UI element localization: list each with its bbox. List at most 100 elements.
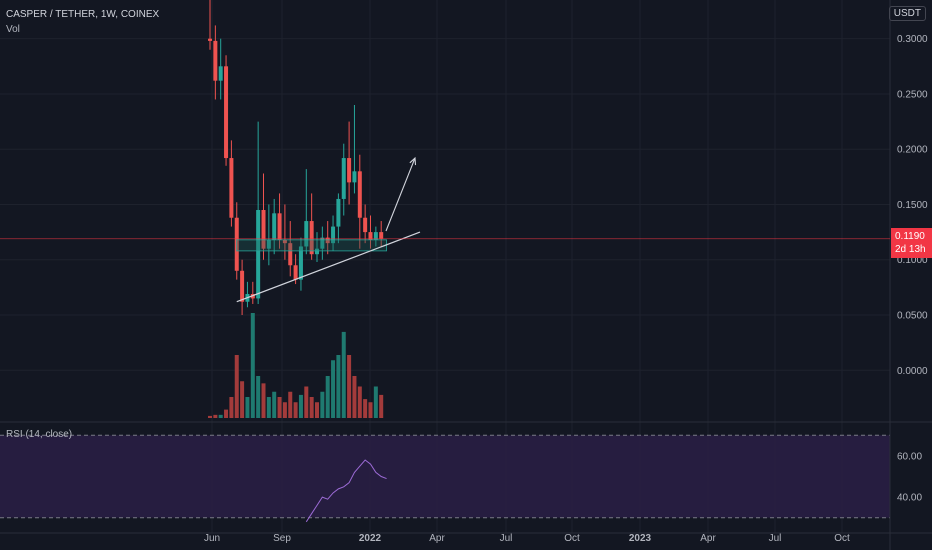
- time-axis-tick-label: Sep: [273, 533, 291, 544]
- candlestick-series: [208, 0, 384, 315]
- time-axis-tick-label: Jul: [500, 533, 513, 544]
- candle: [341, 143, 346, 216]
- time-axis-tick-label: Apr: [700, 533, 716, 544]
- candle: [325, 221, 330, 255]
- volume-bar: [277, 397, 282, 418]
- candle-body: [266, 239, 271, 249]
- candle-body: [309, 221, 314, 255]
- volume-bar: [229, 397, 234, 418]
- candle-body: [320, 237, 325, 249]
- candle: [229, 140, 234, 227]
- volume-bar: [208, 415, 212, 418]
- volume-bar: [213, 414, 218, 418]
- candle-body: [256, 210, 261, 299]
- candle-body: [368, 232, 373, 240]
- volume-bar: [320, 391, 325, 418]
- volume-bar: [293, 402, 298, 418]
- candle-body: [336, 198, 341, 227]
- candle-countdown: 2d 13h: [895, 244, 926, 255]
- time-axis-tick-label: 2023: [629, 533, 652, 544]
- currency-unit-badge[interactable]: USDT: [888, 6, 926, 21]
- rsi-line: [305, 459, 387, 523]
- candle-body: [218, 66, 223, 81]
- candle: [261, 173, 266, 260]
- volume-series: [208, 313, 384, 418]
- candle-body: [261, 210, 266, 249]
- candle-body: [347, 158, 352, 183]
- volume-bar: [224, 409, 229, 418]
- candle-body: [325, 237, 330, 244]
- candle: [363, 204, 368, 244]
- candle-body: [224, 66, 229, 159]
- volume-bar: [266, 397, 271, 418]
- volume-bar: [282, 402, 287, 418]
- candle: [240, 259, 245, 315]
- chart-title: CASPER / TETHER, 1W, COINEX: [6, 9, 160, 20]
- candle-body: [341, 158, 346, 199]
- drawings-layer[interactable]: [236, 156, 421, 303]
- time-axis-tick-label: Jun: [204, 533, 220, 544]
- time-axis-tick-label: 2022: [359, 533, 382, 544]
- time-axis-tick-label: Apr: [429, 533, 445, 544]
- price-axis-tick-label: 0.3000: [897, 34, 928, 45]
- candle: [288, 221, 293, 277]
- price-axis-tick-label: 0.0500: [897, 311, 928, 322]
- volume-bar: [234, 355, 239, 418]
- candle: [272, 198, 277, 255]
- volume-label: Vol: [6, 24, 20, 35]
- candle: [250, 281, 255, 304]
- current-price-tag: 0.1190 2d 13h: [891, 228, 932, 258]
- volume-bar: [341, 331, 346, 418]
- candle-body: [379, 232, 384, 239]
- volume-bar: [336, 355, 341, 418]
- candle-body: [293, 265, 298, 280]
- candle-body: [298, 246, 303, 280]
- volume-bar: [256, 376, 261, 418]
- rsi-axis-tick-label: 60.00: [897, 451, 922, 462]
- candle-body: [288, 243, 293, 266]
- candle-body: [315, 248, 319, 255]
- candle-body: [331, 226, 336, 244]
- current-price-value: 0.1190: [895, 231, 925, 242]
- volume-bar: [373, 386, 378, 418]
- volume-bar: [272, 391, 277, 418]
- candle: [224, 55, 229, 166]
- volume-bar: [325, 376, 330, 418]
- price-axis-tick-label: 0.0000: [897, 366, 928, 377]
- price-axis-tick-label: 0.1000: [897, 255, 928, 266]
- candle: [266, 204, 271, 266]
- candle-body: [272, 213, 277, 240]
- volume-bar: [357, 386, 362, 418]
- candle-body: [277, 213, 282, 240]
- volume-bar: [331, 360, 336, 418]
- candle: [298, 237, 303, 291]
- volume-bar: [240, 381, 245, 418]
- candle: [315, 232, 319, 262]
- projection-arrow: [385, 157, 416, 232]
- volume-bar: [309, 397, 314, 418]
- rsi-panel: [0, 434, 890, 519]
- candle: [331, 215, 336, 251]
- candle: [336, 193, 341, 244]
- candle: [218, 38, 223, 100]
- candle-body: [352, 171, 357, 183]
- time-axis-tick-label: Jul: [769, 533, 782, 544]
- volume-bar: [363, 399, 368, 418]
- volume-bar: [352, 376, 357, 418]
- support-zone-box: [236, 239, 387, 252]
- volume-bar: [347, 355, 352, 418]
- candle-body: [208, 38, 212, 41]
- volume-bar: [379, 394, 384, 418]
- candle: [309, 193, 314, 260]
- volume-bar: [288, 391, 293, 418]
- candle: [347, 121, 352, 205]
- candle: [213, 25, 218, 100]
- candle: [282, 204, 287, 260]
- volume-bar: [304, 386, 309, 418]
- candle: [320, 226, 325, 260]
- volume-bar: [315, 402, 319, 418]
- candle-body: [240, 270, 245, 302]
